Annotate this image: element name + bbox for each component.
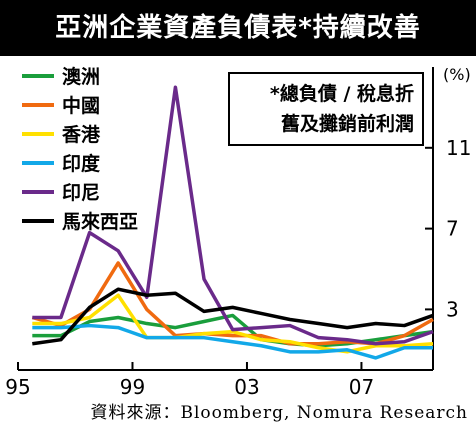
x-tick-label: 99	[120, 375, 145, 399]
annotation-line-2: 舊及攤銷前利潤	[280, 113, 414, 135]
y-tick-label: 11	[446, 136, 471, 160]
legend-item: 馬來西亞	[22, 210, 138, 233]
legend-item: 印度	[22, 152, 101, 175]
legend-label: 澳洲	[62, 65, 100, 88]
source-credit: 資料來源：Bloomberg, Nomura Research	[90, 403, 468, 423]
series-line-3	[32, 323, 433, 360]
series-line-4	[32, 85, 434, 346]
series-line-5	[32, 287, 434, 346]
legend-item: 中國	[22, 94, 100, 117]
series-line-2	[32, 293, 434, 354]
y-unit-label: (%)	[443, 65, 471, 84]
y-tick-label: 3	[446, 297, 459, 321]
legend-label: 馬來西亞	[62, 210, 138, 233]
legend-label: 中國	[62, 94, 100, 117]
x-tick-label: 07	[349, 375, 374, 399]
chart-title: 亞洲企業資產負債表*持續改善	[0, 0, 476, 56]
y-tick-label: 7	[446, 217, 459, 241]
x-tick-label: 95	[5, 375, 30, 399]
legend-label: 印度	[62, 152, 101, 175]
series-layer	[31, 85, 434, 360]
annotation-line-1: *總負債 / 稅息折	[269, 83, 414, 105]
annotation-box: *總負債 / 稅息折 舊及攤銷前利潤	[228, 72, 424, 146]
axes: (%) 3 7 11 95 99 03 07	[5, 65, 471, 399]
legend-item: 香港	[22, 124, 101, 146]
x-tick-label: 03	[234, 375, 259, 399]
legend-label: 印尼	[62, 182, 100, 204]
legend-label: 香港	[61, 124, 101, 146]
legend-item: 印尼	[22, 182, 100, 204]
legend-item: 澳洲	[22, 65, 100, 88]
